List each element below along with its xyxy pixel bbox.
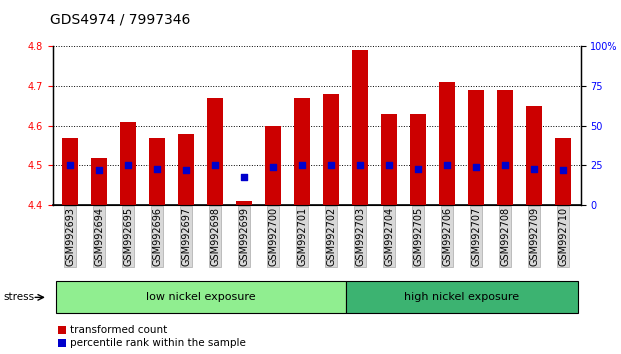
Bar bbox=[178, 133, 194, 205]
Point bbox=[239, 174, 249, 179]
Point bbox=[529, 166, 539, 172]
Bar bbox=[526, 106, 542, 205]
Point bbox=[297, 163, 307, 169]
Point bbox=[268, 164, 278, 170]
Bar bbox=[236, 201, 252, 205]
Text: stress: stress bbox=[3, 292, 34, 302]
Point bbox=[558, 167, 568, 173]
Bar bbox=[265, 126, 281, 205]
Bar bbox=[352, 50, 368, 205]
Point bbox=[326, 163, 336, 169]
Bar bbox=[439, 82, 455, 205]
Point bbox=[94, 167, 104, 173]
Bar bbox=[294, 98, 310, 205]
Point bbox=[442, 163, 452, 169]
Point bbox=[355, 163, 365, 169]
Point bbox=[152, 166, 162, 172]
Bar bbox=[468, 90, 484, 205]
Point bbox=[384, 163, 394, 169]
Bar bbox=[324, 94, 339, 205]
Text: high nickel exposure: high nickel exposure bbox=[404, 292, 519, 302]
Point bbox=[123, 163, 133, 169]
Point bbox=[471, 164, 481, 170]
Bar bbox=[555, 138, 571, 205]
Point bbox=[211, 163, 220, 169]
Point bbox=[65, 163, 75, 169]
Bar bbox=[120, 122, 136, 205]
Bar bbox=[62, 138, 78, 205]
Bar bbox=[91, 158, 107, 205]
Point bbox=[501, 163, 510, 169]
Legend: transformed count, percentile rank within the sample: transformed count, percentile rank withi… bbox=[58, 325, 247, 348]
Bar bbox=[410, 114, 426, 205]
Point bbox=[181, 167, 191, 173]
Text: GDS4974 / 7997346: GDS4974 / 7997346 bbox=[50, 12, 190, 27]
Bar bbox=[149, 138, 165, 205]
Text: low nickel exposure: low nickel exposure bbox=[146, 292, 255, 302]
Bar bbox=[497, 90, 513, 205]
Point bbox=[413, 166, 423, 172]
Bar bbox=[381, 114, 397, 205]
Bar bbox=[207, 98, 223, 205]
